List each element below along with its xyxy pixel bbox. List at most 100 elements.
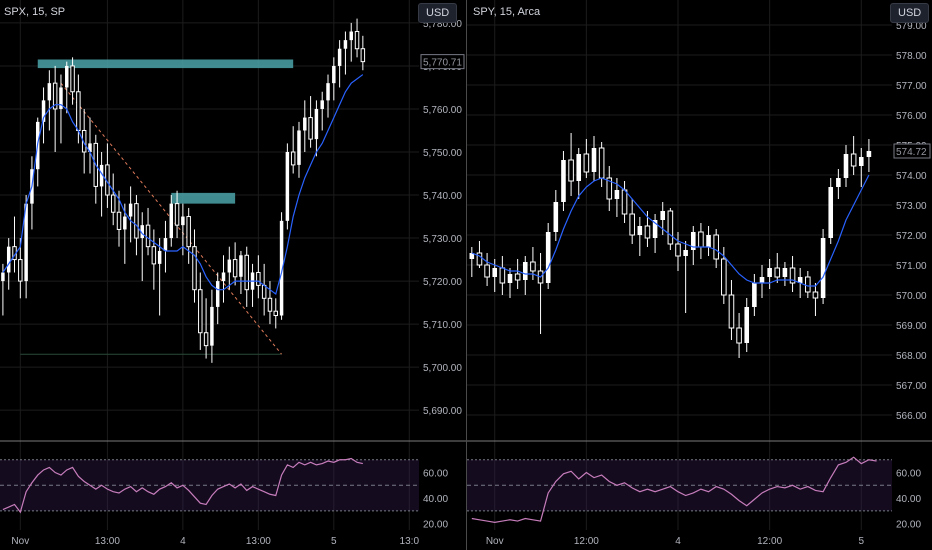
candle-body	[698, 231, 704, 248]
y-tick-label: 570.00	[896, 291, 927, 302]
candle-body	[484, 264, 490, 278]
candle-body	[683, 250, 688, 256]
candle-body	[24, 203, 28, 282]
candle-body	[522, 262, 528, 280]
right-currency-button[interactable]: USD	[890, 3, 930, 23]
candle-body	[820, 238, 826, 298]
candle-body	[203, 332, 209, 347]
candle-body	[6, 246, 11, 273]
y-tick-label: 5,780.00	[423, 19, 462, 30]
last-price-tag-text: 574.72	[896, 147, 927, 158]
left-symbol-label[interactable]: SPX, 15, SP	[4, 6, 66, 18]
moving-average-line	[471, 174, 870, 287]
candle-body	[151, 246, 157, 265]
candle-body	[215, 281, 220, 307]
candle-body	[675, 243, 681, 257]
candle-body	[360, 48, 366, 63]
candle-body	[576, 154, 582, 181]
candle-body	[52, 82, 58, 110]
candle-body	[116, 211, 122, 230]
rsi-band	[0, 459, 419, 511]
candle-body	[110, 194, 116, 213]
supply-zone	[171, 192, 236, 204]
candle-body	[123, 216, 127, 230]
candle-body	[81, 129, 87, 153]
candle-body	[514, 273, 521, 281]
candle-body	[583, 153, 590, 173]
candle-body	[530, 261, 536, 272]
candle-body	[850, 153, 857, 167]
candle-body	[227, 259, 232, 273]
candle-body	[349, 31, 353, 41]
candle-body	[174, 203, 180, 226]
candle-body	[169, 203, 174, 239]
candle-body	[736, 327, 742, 344]
candle-body	[728, 294, 735, 329]
left-chart-pane[interactable]: 5,780.005,770.005,760.005,750.005,740.00…	[0, 0, 467, 550]
candle-body	[88, 143, 92, 152]
y-tick-label: 572.00	[896, 231, 927, 242]
last-price-tag-text: 5,770.71	[423, 58, 462, 69]
candle-body	[198, 289, 203, 334]
candle-body	[343, 40, 348, 49]
rsi-tick-label: 20.00	[423, 520, 448, 531]
candle-body	[273, 310, 279, 317]
candle-body	[186, 216, 191, 248]
candle-body	[660, 211, 666, 220]
candle-body	[314, 108, 319, 140]
candle-body	[210, 306, 214, 346]
candle-body	[99, 164, 104, 187]
candle-body	[858, 157, 864, 166]
left-currency-button[interactable]: USD	[418, 3, 458, 23]
moving-average-line	[2, 74, 364, 296]
y-tick-label: 577.00	[896, 81, 927, 92]
candle-body	[70, 65, 75, 93]
y-tick-label: 578.00	[896, 51, 927, 62]
candle-body	[782, 268, 788, 277]
candle-body	[244, 254, 249, 291]
candle-body	[128, 203, 133, 217]
candle-body	[568, 159, 574, 182]
rsi-tick-label: 40.00	[896, 494, 921, 505]
rsi-tick-label: 20.00	[896, 520, 921, 531]
candle-body	[644, 225, 651, 239]
candle-body	[163, 238, 168, 251]
candle-body	[614, 190, 620, 199]
right-chart-pane[interactable]: 579.00578.00577.00576.00575.00574.00573.…	[467, 0, 932, 550]
candle-body	[290, 151, 296, 166]
y-tick-label: 5,710.00	[423, 320, 462, 331]
candle-body	[232, 259, 238, 278]
candle-body	[192, 246, 197, 291]
candle-body	[332, 65, 336, 84]
candle-body	[1, 272, 5, 282]
x-tick-label: Nov	[486, 536, 504, 547]
y-tick-label: 5,750.00	[423, 148, 462, 159]
candle-body	[805, 276, 811, 293]
pane-separator[interactable]	[466, 0, 467, 550]
y-tick-label: 567.00	[896, 381, 927, 392]
y-tick-label: 576.00	[896, 111, 927, 122]
candle-body	[752, 283, 757, 307]
y-tick-label: 566.00	[896, 411, 927, 422]
x-tick-label: 13:00	[95, 536, 120, 547]
candle-body	[759, 277, 765, 283]
candle-body	[476, 252, 483, 266]
y-tick-label: 5,700.00	[423, 363, 462, 374]
x-tick-label: Nov	[11, 536, 29, 547]
candle-body	[492, 268, 498, 277]
candle-body	[157, 250, 162, 264]
y-tick-label: 5,760.00	[423, 105, 462, 116]
y-tick-label: 5,730.00	[423, 234, 462, 245]
candle-body	[256, 271, 261, 286]
candle-body	[744, 307, 750, 343]
candle-body	[239, 255, 243, 277]
y-tick-label: 5,720.00	[423, 277, 462, 288]
right-symbol-label[interactable]: SPY, 15, Arca	[473, 6, 541, 18]
last-price-tag	[893, 143, 931, 159]
candle-body	[812, 291, 819, 299]
rsi-tick-label: 60.00	[423, 469, 448, 480]
x-tick-label: 4	[675, 536, 681, 547]
y-tick-label: 5,740.00	[423, 191, 462, 202]
candle-body	[285, 152, 290, 221]
candle-body	[591, 148, 597, 172]
